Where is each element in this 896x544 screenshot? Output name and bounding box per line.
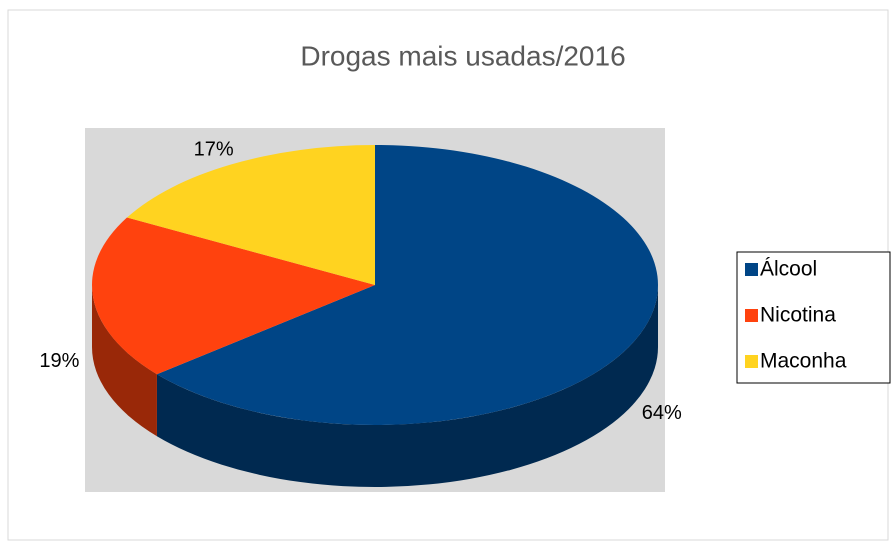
slice-side — [156, 285, 658, 487]
data-label: 64% — [642, 402, 682, 424]
legend-label: Nicotina — [760, 304, 836, 327]
legend-swatch — [745, 309, 758, 322]
legend-swatch — [745, 355, 758, 368]
slice-side — [92, 285, 157, 437]
slice — [156, 145, 658, 425]
legend-label: Maconha — [760, 350, 847, 373]
legend-swatch — [745, 263, 758, 276]
slice — [127, 145, 375, 285]
legend-label: Álcool — [760, 258, 817, 281]
data-label: 19% — [39, 350, 79, 372]
legend-box — [736, 251, 891, 384]
data-label: 17% — [194, 138, 234, 160]
chart-title: Drogas mais usadas/2016 — [300, 40, 625, 71]
slice — [92, 217, 376, 375]
